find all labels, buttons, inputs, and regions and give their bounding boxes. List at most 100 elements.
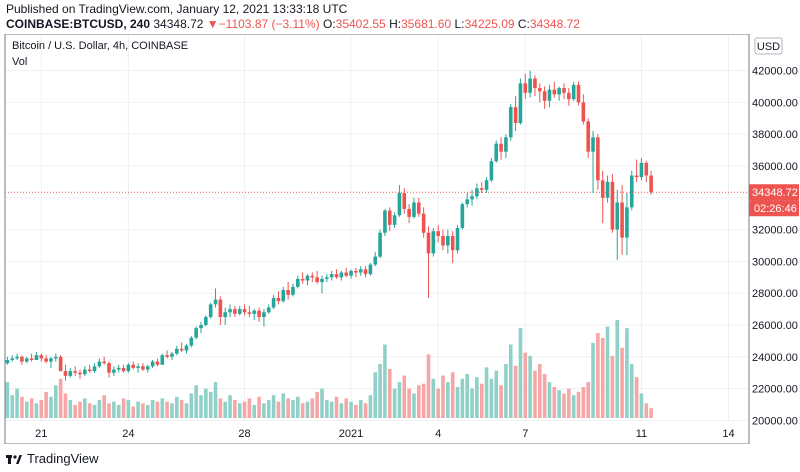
candle-body: [29, 358, 34, 360]
volume-bar: [315, 391, 319, 418]
countdown-tag-label: 02:26:46: [754, 203, 797, 215]
candle-body: [354, 270, 358, 273]
volume-bar: [339, 403, 344, 418]
volume-bar: [112, 401, 116, 418]
volume-bar: [402, 375, 407, 418]
volume-bar: [34, 403, 39, 418]
legend-vol: Vol: [12, 56, 27, 68]
candle-body: [484, 180, 489, 190]
x-tick-label: 2021: [339, 428, 363, 440]
volume-bar: [349, 401, 353, 418]
volume-bar: [426, 354, 431, 418]
volume-bar: [24, 401, 29, 418]
candle-body: [242, 309, 247, 313]
candle-body: [344, 272, 348, 276]
volume-bar: [145, 404, 150, 418]
candle-body: [218, 299, 223, 318]
candle-body: [179, 348, 184, 351]
candle-body: [571, 84, 576, 100]
candle-body: [581, 102, 586, 122]
candle-body: [24, 358, 29, 362]
candle-body: [600, 180, 605, 198]
candle-body: [136, 366, 140, 368]
volume-bar: [455, 386, 460, 418]
candle-body: [252, 310, 257, 314]
chart-area[interactable]: 20000.00 22000.00 24000.00 26000.00 28000.00…: [0, 33, 800, 445]
price-chart[interactable]: 20000.00 22000.00 24000.00 26000.00 28000.00…: [0, 33, 800, 445]
candle-body: [329, 274, 334, 278]
volume-bar: [358, 400, 363, 418]
candle-body: [150, 361, 155, 367]
volume-bar: [247, 398, 252, 418]
published-line: Published on TradingView.com, January 12…: [6, 2, 348, 16]
candle-body: [68, 371, 73, 376]
x-tick-label: 4: [435, 428, 441, 440]
candle-body: [204, 317, 208, 325]
volume-bar: [547, 382, 552, 418]
candle-body: [373, 256, 378, 265]
candle-body: [54, 356, 58, 359]
volume-bar: [417, 385, 421, 418]
volume-bar: [446, 382, 450, 418]
candle-body: [557, 88, 561, 95]
candle-body: [175, 348, 179, 354]
high-label: H:: [389, 17, 402, 31]
volume-bar: [557, 390, 561, 418]
candle-body: [310, 275, 315, 278]
candle-body: [247, 312, 252, 314]
volume-bar: [242, 401, 247, 418]
candle-body: [87, 369, 92, 372]
x-tick-label: 14: [722, 428, 734, 440]
volume-bar: [271, 395, 276, 418]
candle-body: [189, 337, 194, 346]
candle-body: [378, 232, 382, 257]
x-tick-label: 7: [522, 428, 528, 440]
low-value: 34225.09: [464, 17, 515, 31]
tradingview-logo-icon: [6, 455, 22, 464]
low-label: L:: [454, 17, 465, 31]
candle-body: [97, 361, 102, 367]
change-value: −1103.87 (−3.11%): [218, 17, 320, 31]
volume-bar: [92, 404, 97, 418]
candle-body: [325, 277, 329, 279]
volume-bar: [291, 400, 295, 418]
volume-bar: [450, 372, 455, 418]
x-tick-label: 28: [238, 428, 250, 440]
candle-body: [34, 355, 39, 360]
volume-bar: [484, 367, 489, 418]
volume-bar: [305, 401, 310, 418]
volume-bar: [518, 328, 523, 418]
candle-body: [392, 215, 397, 225]
close-value: 34348.72: [529, 17, 580, 31]
candle-body: [233, 309, 237, 314]
candle-body: [407, 208, 411, 217]
y-tick-label: 28000.00: [752, 288, 798, 300]
volume-bar: [552, 386, 557, 418]
candle-body: [596, 137, 600, 181]
currency-button[interactable]: USD: [754, 37, 783, 55]
candle-body: [39, 355, 44, 359]
volume-bar: [610, 355, 615, 418]
candle-body: [334, 274, 339, 278]
volume-bar: [175, 396, 179, 418]
volume-bar: [436, 388, 440, 418]
volume-bar: [54, 385, 58, 418]
volume-bar: [10, 395, 15, 418]
candle-body: [470, 196, 474, 200]
currency-button-label[interactable]: USD: [757, 41, 780, 53]
candle-body: [455, 228, 460, 251]
volume-bar: [513, 365, 518, 418]
candle-body: [20, 356, 24, 362]
candle-body: [155, 361, 160, 365]
volume-bar: [465, 373, 469, 418]
price-tags: 34348.72 02:26:46: [749, 184, 799, 217]
open-value: 35402.55: [335, 17, 386, 31]
candle-body: [542, 91, 547, 101]
volume-bar: [523, 352, 528, 418]
volume-bar: [354, 404, 358, 418]
volume-bar: [528, 355, 532, 418]
volume-bar: [325, 400, 329, 418]
volume-bar: [489, 378, 494, 418]
candle-body: [508, 107, 513, 138]
volume-bar: [126, 400, 131, 418]
